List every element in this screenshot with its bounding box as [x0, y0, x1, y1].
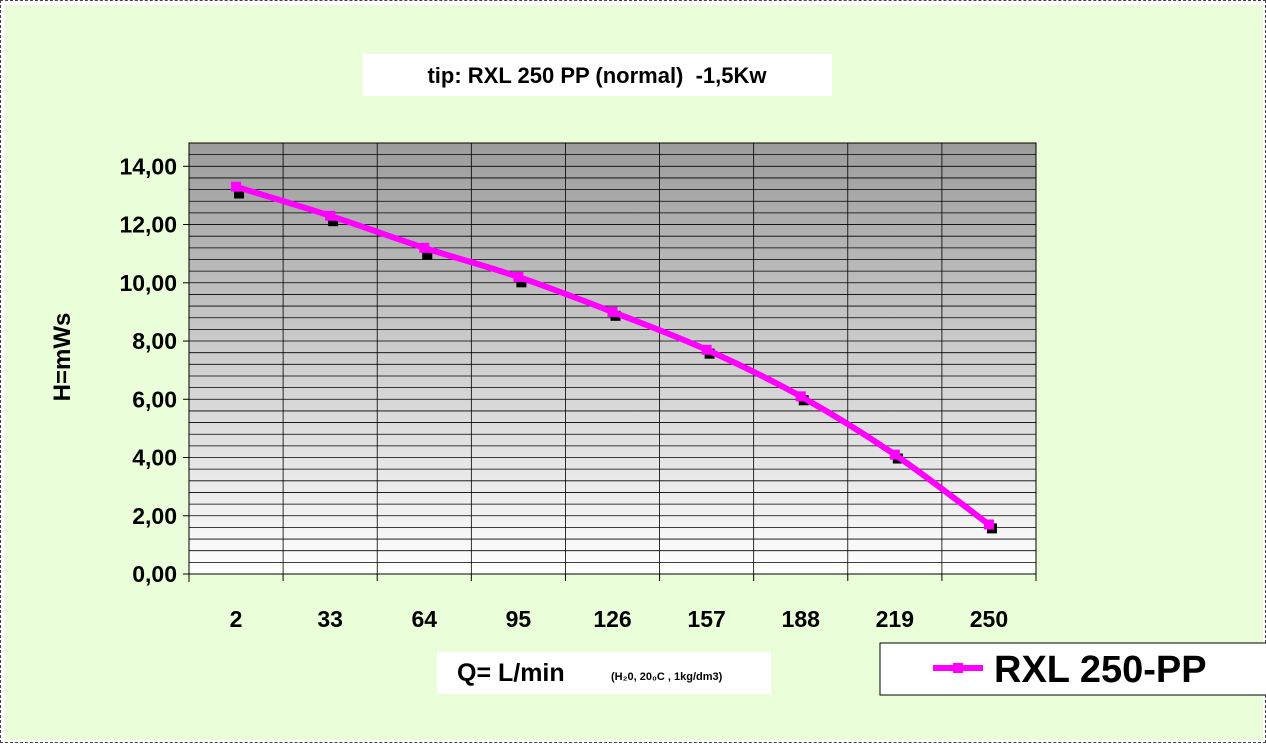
y-tick-label: 14,00 — [119, 153, 177, 179]
data-point — [607, 306, 618, 317]
x-axis-label-box — [437, 652, 771, 694]
y-tick-label: 6,00 — [132, 386, 177, 412]
data-point-marker — [328, 216, 339, 227]
data-point-marker — [516, 277, 527, 288]
legend-marker-swatch — [953, 663, 963, 673]
data-point — [419, 242, 430, 253]
data-point-marker — [422, 249, 433, 260]
y-axis-label: H=mWs — [49, 313, 76, 402]
x-tick-label: 188 — [782, 606, 821, 632]
data-point — [231, 181, 242, 192]
y-tick-label: 12,00 — [119, 212, 177, 238]
x-tick-label: 250 — [970, 606, 1008, 632]
x-tick-label: 95 — [506, 606, 532, 632]
y-tick-labels: 0,00 2,00 4,00 6,00 8,00 10,00 12,00 14,00 — [119, 153, 177, 587]
axes-layer — [183, 143, 1037, 582]
x-tick-label: 126 — [593, 606, 631, 632]
x-tick-label: 64 — [411, 606, 437, 632]
data-point — [513, 271, 524, 282]
x-axis-label-note: (H₂0, 20₀C , 1kg/dm3) — [611, 671, 723, 683]
data-point — [325, 210, 336, 221]
x-tick-label: 33 — [317, 606, 343, 632]
y-tick-label: 2,00 — [132, 503, 177, 529]
x-tick-label: 157 — [687, 606, 725, 632]
title-box — [363, 54, 832, 96]
y-tick-label: 4,00 — [132, 445, 177, 471]
y-tick-label: 0,00 — [132, 561, 177, 587]
grid-layer — [189, 143, 1036, 574]
plot-area — [189, 143, 1036, 574]
data-point — [795, 391, 806, 402]
data-point — [889, 449, 900, 460]
chart-title: tip: RXL 250 PP (normal) -1,5Kw — [427, 63, 767, 88]
x-tick-label: 2 — [230, 606, 243, 632]
data-point — [983, 519, 994, 530]
x-axis-label: Q= L/min — [457, 659, 565, 687]
y-tick-label: 8,00 — [132, 328, 177, 354]
x-tick-labels: 2 33 64 95 126 157 188 219 250 — [230, 606, 1008, 632]
data-point-marker — [234, 188, 245, 199]
y-tick-label: 10,00 — [119, 270, 177, 296]
series-layer — [231, 181, 997, 534]
legend-label: RXL 250-PP — [994, 649, 1207, 691]
x-tick-label: 219 — [876, 606, 914, 632]
data-point — [701, 344, 712, 355]
